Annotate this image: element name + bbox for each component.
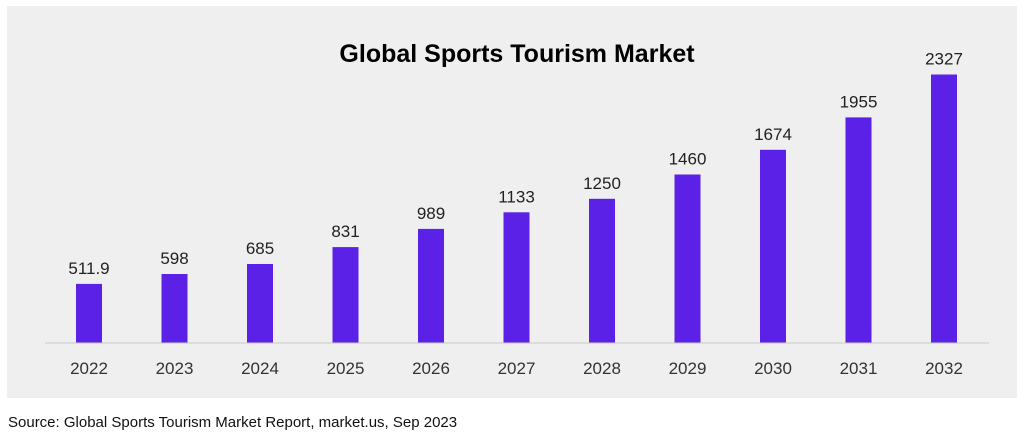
x-tick-label-2025: 2025 <box>327 359 365 378</box>
value-label-2025: 831 <box>331 222 359 241</box>
value-label-2027: 1133 <box>498 187 535 206</box>
value-label-2022: 511.9 <box>68 259 109 278</box>
chart-title: Global Sports Tourism Market <box>339 40 695 68</box>
value-labels-layer: 511.9 598 685 831 989 1133 1250 1460 1674 1955 232… <box>68 50 963 278</box>
x-tick-label-2029: 2029 <box>669 359 707 378</box>
bar-2024 <box>247 264 273 343</box>
value-label-2024: 685 <box>246 239 274 258</box>
bar-2030 <box>760 149 786 343</box>
bar-2031 <box>845 117 872 344</box>
chart-panel: Global Sports Tourism Market 511.9 598 685… <box>7 6 1017 398</box>
x-tick-label-2028: 2028 <box>583 359 621 378</box>
bar-2027 <box>503 212 530 343</box>
bar-2028 <box>589 198 615 343</box>
bar-2029 <box>674 174 701 343</box>
bar-2032 <box>931 74 957 343</box>
x-tick-label-2026: 2026 <box>412 359 450 378</box>
x-tick-labels: 2022 2023 2024 2025 2026 2027 2028 2029 2030 2031… <box>70 359 963 378</box>
value-label-2026: 989 <box>417 204 445 223</box>
value-label-2023: 598 <box>160 249 188 268</box>
bars-layer <box>76 74 957 344</box>
x-tick-label-2023: 2023 <box>156 359 194 378</box>
value-label-2031: 1955 <box>840 92 878 111</box>
source-note: Source: Global Sports Tourism Market Rep… <box>8 414 458 431</box>
x-tick-label-2024: 2024 <box>241 359 279 378</box>
bar-2025 <box>332 247 359 343</box>
bar-2026 <box>418 228 444 343</box>
x-tick-label-2031: 2031 <box>840 359 878 378</box>
value-label-2032: 2327 <box>925 50 963 69</box>
x-tick-label-2027: 2027 <box>498 359 536 378</box>
bar-chart: Global Sports Tourism Market 511.9 598 685… <box>45 40 989 378</box>
x-tick-label-2032: 2032 <box>925 359 963 378</box>
bar-2023 <box>161 274 188 343</box>
bar-2022 <box>76 283 102 343</box>
value-label-2029: 1460 <box>669 150 707 169</box>
value-label-2028: 1250 <box>583 174 621 193</box>
x-tick-label-2030: 2030 <box>754 359 792 378</box>
value-label-2030: 1674 <box>754 125 792 144</box>
x-tick-label-2022: 2022 <box>70 359 108 378</box>
